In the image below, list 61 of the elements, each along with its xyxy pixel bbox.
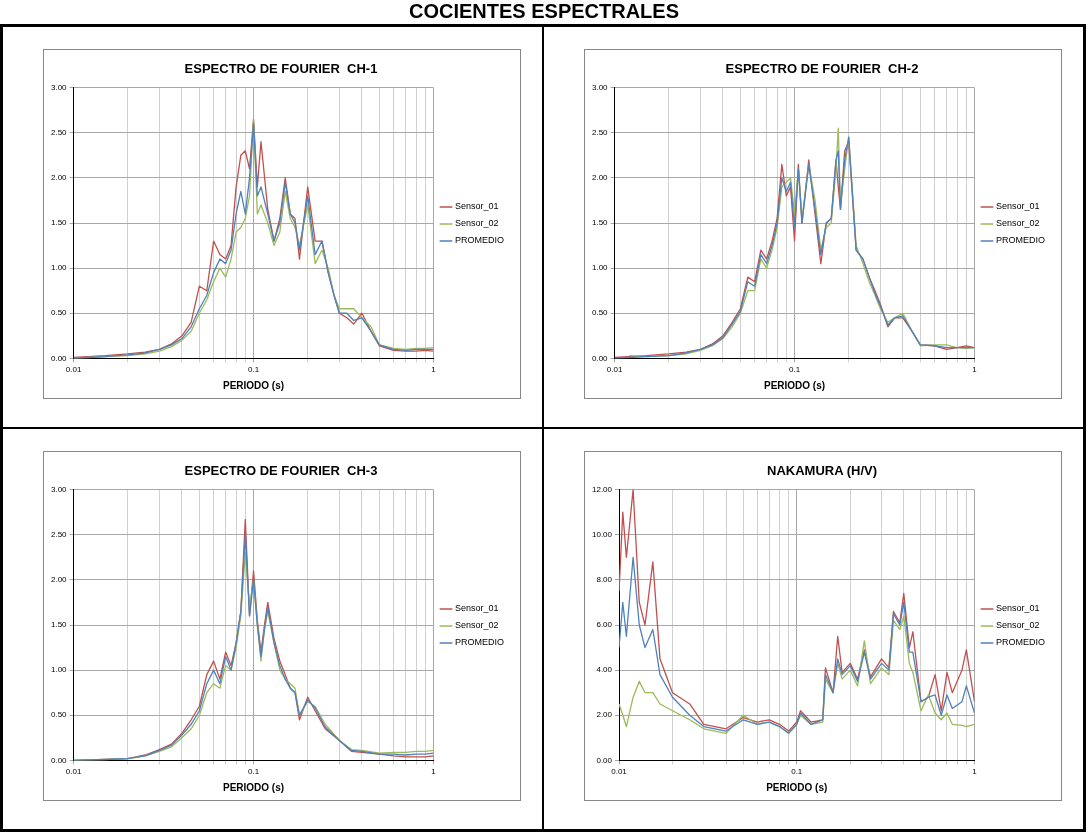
legend-label: Sensor_01 <box>455 201 499 212</box>
y-tick-label: 3.00 <box>591 82 609 92</box>
x-axis-title: PERIODO (s) <box>766 781 828 793</box>
y-tick-label: 0.00 <box>50 353 68 363</box>
chart-title: NAKAMURA (H/V) <box>766 463 878 479</box>
y-tick-label: 0.00 <box>596 755 613 765</box>
y-tick-label: 12.00 <box>591 484 613 494</box>
y-tick-label: 0.00 <box>591 353 609 363</box>
x-axis-title: PERIODO (s) <box>763 379 826 391</box>
y-tick-label: 0.50 <box>591 308 609 318</box>
chart-title: ESPECTRO DE FOURIER CH-3 <box>184 463 378 479</box>
y-tick-label: 10.00 <box>591 529 613 539</box>
chart-title: ESPECTRO DE FOURIER CH-2 <box>725 61 919 77</box>
legend-label: PROMEDIO <box>455 235 505 246</box>
x-tick-label: 1 <box>431 365 437 375</box>
x-tick-label: 0.1 <box>247 767 260 777</box>
x-tick-label: 0.01 <box>65 767 82 777</box>
legend-label: PROMEDIO <box>996 637 1046 648</box>
legend-label: Sensor_01 <box>996 603 1040 614</box>
y-tick-label: 0.00 <box>50 755 68 765</box>
x-tick-label: 0.1 <box>788 365 801 375</box>
chart-title: ESPECTRO DE FOURIER CH-1 <box>184 61 378 77</box>
y-tick-label: 2.50 <box>50 127 68 137</box>
text: COCIENTES ESPECTRALES <box>407 0 680 22</box>
y-tick-label: 2.00 <box>50 173 68 183</box>
y-tick-label: 2.00 <box>591 173 609 183</box>
y-tick-label: 8.00 <box>596 575 613 585</box>
y-tick-label: 1.00 <box>591 263 609 273</box>
legend-label: Sensor_02 <box>996 620 1040 631</box>
y-tick-label: 1.50 <box>50 620 68 630</box>
x-tick-label: 1 <box>431 767 437 777</box>
y-tick-label: 3.00 <box>50 82 68 92</box>
y-tick-label: 2.00 <box>596 710 613 720</box>
legend-label: Sensor_01 <box>996 201 1040 212</box>
x-tick-label: 1 <box>972 365 978 375</box>
y-tick-label: 0.50 <box>50 710 68 720</box>
legend-label: Sensor_02 <box>455 218 499 229</box>
y-tick-label: 2.50 <box>50 529 68 539</box>
y-tick-label: 1.00 <box>50 263 68 273</box>
y-tick-label: 2.50 <box>591 127 609 137</box>
x-tick-label: 0.01 <box>611 767 628 777</box>
y-tick-label: 1.50 <box>50 218 68 228</box>
legend-label: Sensor_01 <box>455 603 499 614</box>
y-tick-label: 3.00 <box>50 484 68 494</box>
x-tick-label: 0.01 <box>606 365 623 375</box>
y-tick-label: 1.50 <box>591 218 609 228</box>
x-tick-label: 0.1 <box>791 767 803 777</box>
y-tick-label: 6.00 <box>596 620 613 630</box>
x-axis-title: PERIODO (s) <box>222 379 285 391</box>
legend-label: PROMEDIO <box>455 637 505 648</box>
x-tick-label: 0.01 <box>65 365 82 375</box>
y-tick-label: 0.50 <box>50 308 68 318</box>
x-axis-title: PERIODO (s) <box>222 781 285 793</box>
legend-label: PROMEDIO <box>996 235 1046 246</box>
legend-label: Sensor_02 <box>455 620 499 631</box>
legend-label: Sensor_02 <box>996 218 1040 229</box>
y-tick-label: 2.00 <box>50 575 68 585</box>
x-tick-label: 1 <box>972 767 978 777</box>
y-tick-label: 1.00 <box>50 665 68 675</box>
x-tick-label: 0.1 <box>247 365 260 375</box>
y-tick-label: 4.00 <box>596 665 613 675</box>
